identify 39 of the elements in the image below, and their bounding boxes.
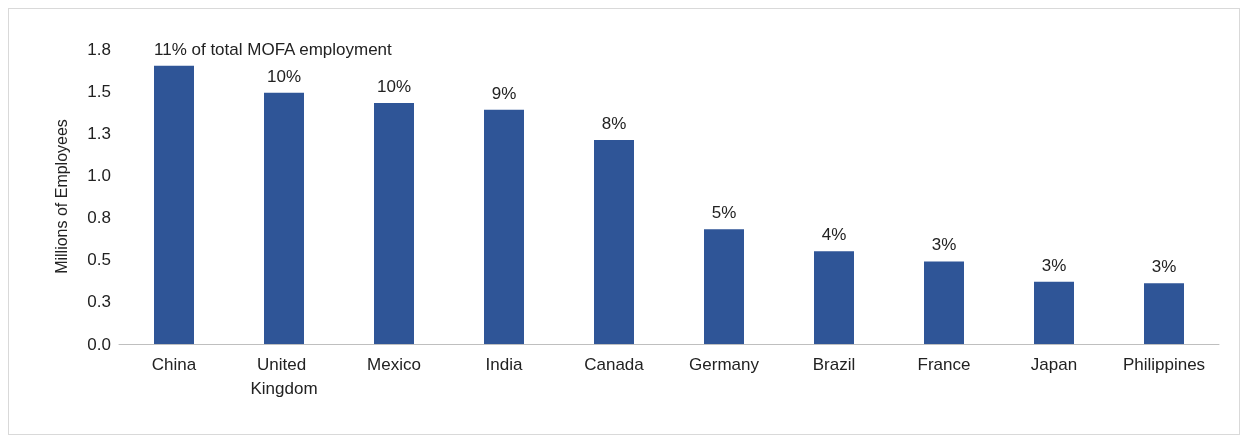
bar [924, 261, 964, 344]
annotation: 8% [601, 114, 627, 134]
annotation: 3% [931, 235, 957, 255]
x-tick-label: Canada [584, 354, 645, 374]
bar [484, 109, 524, 344]
annotation: 3% [1151, 257, 1177, 277]
bar [154, 65, 194, 344]
x-tick-label: China [151, 354, 197, 374]
y-tick-label: 1.8 [87, 39, 111, 59]
x-tick-label: Mexico [367, 354, 421, 374]
annotation: 3% [1041, 255, 1067, 275]
bar [374, 102, 414, 344]
bar [594, 140, 634, 344]
y-axis-title: Millions of Employees [52, 119, 70, 274]
bar [814, 251, 854, 344]
bar [1144, 283, 1184, 344]
annotation: 4% [821, 225, 847, 245]
annotation: 5% [711, 203, 737, 223]
x-tick-label: Germany [689, 354, 760, 374]
x-tick-label: Philippines [1122, 354, 1206, 374]
x-tick-label: Brazil [812, 354, 856, 374]
y-tick-label: 0.8 [87, 208, 111, 228]
y-tick-label: 1.3 [87, 123, 111, 143]
y-tick-label: 1.5 [87, 81, 111, 101]
bar [1034, 281, 1074, 344]
y-tick-label: 0.5 [87, 250, 111, 270]
x-tick-label: United Kingdom [250, 354, 318, 398]
annotation: 9% [491, 83, 517, 103]
x-tick-label: India [485, 354, 523, 374]
annotation: 10% [266, 66, 302, 86]
y-tick-label: 0.0 [87, 334, 111, 354]
y-tick-label: 0.3 [87, 292, 111, 312]
annotation: 10% [376, 76, 412, 96]
y-tick-label: 1.0 [87, 165, 111, 185]
annotation: 11% of total MOFA employment [154, 39, 393, 59]
bar [704, 229, 744, 344]
bar [264, 92, 304, 344]
x-tick-label: France [917, 354, 971, 374]
x-tick-label: Japan [1030, 354, 1078, 374]
